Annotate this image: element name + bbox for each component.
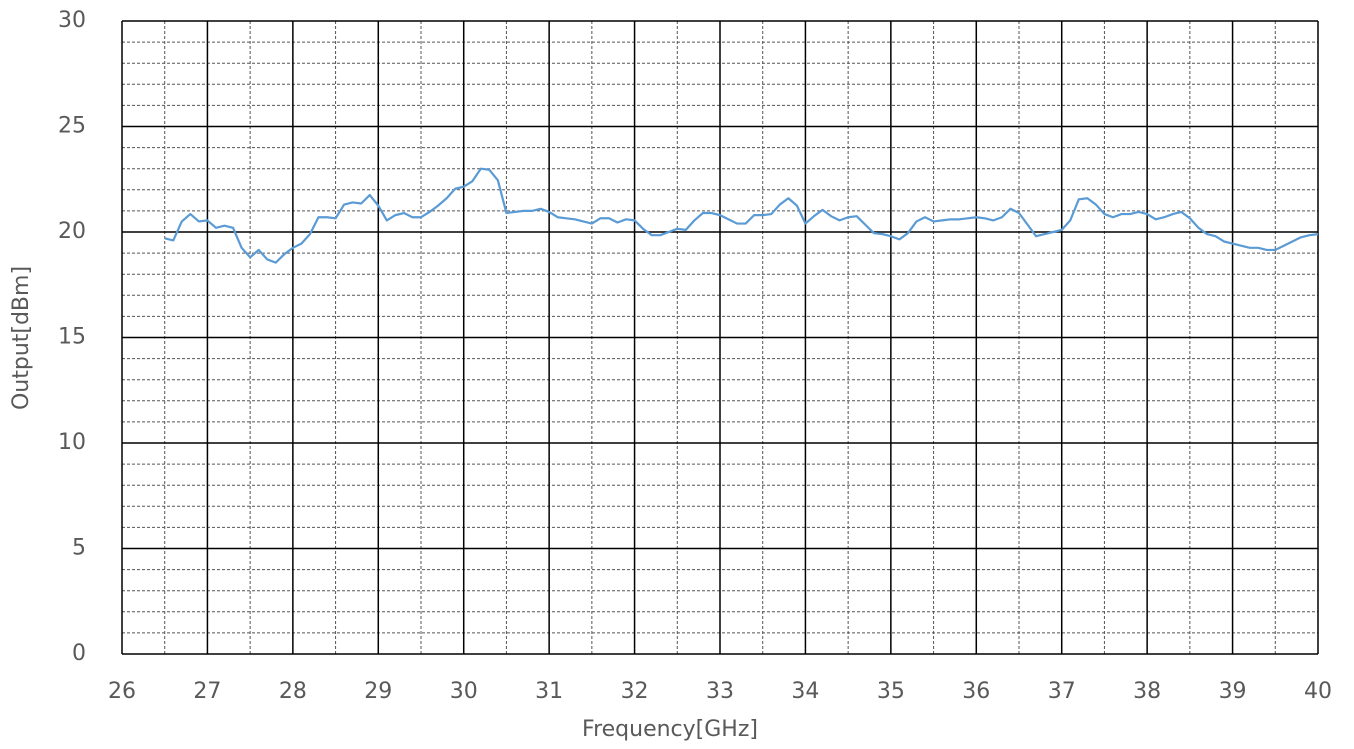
y-axis-title: Output[dBm]: [9, 266, 34, 410]
x-tick-label: 34: [791, 679, 819, 704]
y-tick-label: 0: [72, 641, 86, 666]
x-tick-label: 40: [1304, 679, 1332, 704]
x-tick-label: 33: [706, 679, 734, 704]
y-tick-label: 10: [58, 430, 86, 455]
y-tick-label: 30: [58, 8, 86, 33]
y-tick-label: 25: [58, 114, 86, 139]
y-tick-label: 15: [58, 325, 86, 350]
y-tick-label: 20: [58, 219, 86, 244]
x-axis-title: Frequency[GHz]: [582, 717, 758, 742]
x-tick-label: 38: [1133, 679, 1161, 704]
x-tick-label: 31: [535, 679, 563, 704]
x-tick-label: 28: [279, 679, 307, 704]
x-tick-label: 30: [450, 679, 478, 704]
x-tick-label: 36: [962, 679, 990, 704]
y-tick-label: 5: [72, 536, 86, 561]
x-tick-label: 27: [193, 679, 221, 704]
x-tick-label: 32: [621, 679, 649, 704]
data-line: [164, 167, 1319, 264]
x-tick-label: 29: [364, 679, 392, 704]
x-tick-label: 35: [877, 679, 905, 704]
x-tick-label: 26: [108, 679, 136, 704]
x-tick-label: 39: [1219, 679, 1247, 704]
x-tick-label: 37: [1048, 679, 1076, 704]
